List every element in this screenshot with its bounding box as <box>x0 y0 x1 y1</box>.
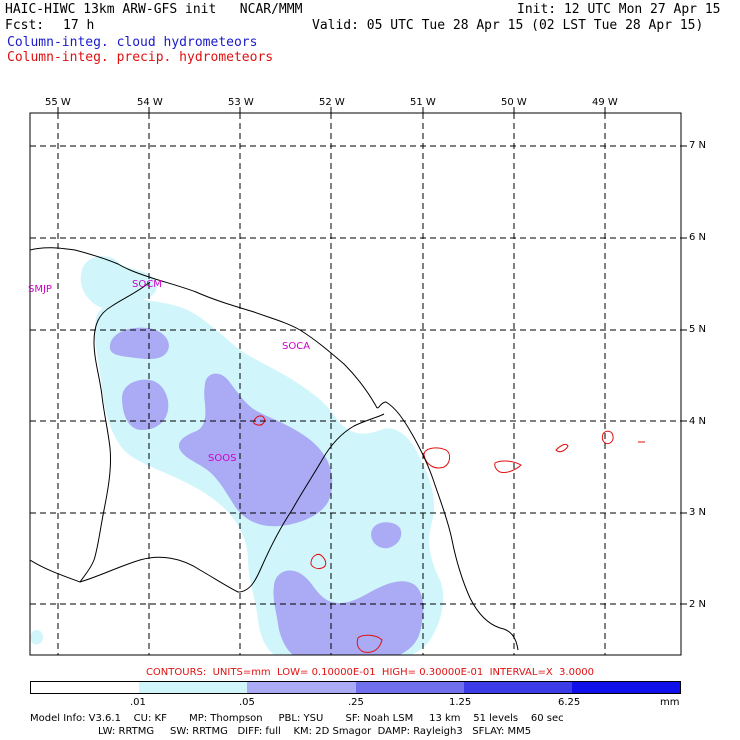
station-label-soca: SOCA <box>282 341 311 352</box>
model-info-line1: Model Info: V3.6.1 CU: KF MP: Thompson P… <box>30 713 564 724</box>
longitude-label: 52 W <box>319 97 345 108</box>
latitude-label: 6 N <box>689 232 707 243</box>
latitude-label: 3 N <box>689 507 707 518</box>
axis-ticks <box>57 107 687 605</box>
colorbar-label: 6.25 <box>558 697 581 708</box>
longitude-label: 50 W <box>501 97 527 108</box>
colorbar-units: mm <box>660 697 680 708</box>
latitude-label: 4 N <box>689 416 707 427</box>
longitude-label: 53 W <box>228 97 254 108</box>
colorbar-segment <box>139 682 248 693</box>
contours-info: CONTOURS: UNITS=mm LOW= 0.10000E-01 HIGH… <box>145 667 595 678</box>
longitude-label: 55 W <box>45 97 71 108</box>
colorbar-label: 1.25 <box>449 697 472 708</box>
colorbar-label: .05 <box>239 697 255 708</box>
legend-precip-hydrometeors: Column-integ. precip. hydrometeors <box>7 50 274 65</box>
longitude-label: 54 W <box>137 97 163 108</box>
colorbar-label: .01 <box>130 697 146 708</box>
lat-lon-grid <box>30 113 681 655</box>
latitude-label: 7 N <box>689 140 707 151</box>
precip-contours <box>253 415 645 653</box>
colorbar-segment <box>355 682 464 693</box>
model-info-line2: LW: RRTMG SW: RRTMG DIFF: full KM: 2D Sm… <box>98 726 532 737</box>
colorbar-segment <box>463 682 572 693</box>
longitude-label: 49 W <box>592 97 618 108</box>
forecast-hour: 17 h <box>63 18 95 33</box>
legend-cloud-hydrometeors: Column-integ. cloud hydrometeors <box>7 35 258 50</box>
model-title: HAIC-HIWC 13km ARW-GFS init NCAR/MMM <box>5 2 303 17</box>
colorbar-segment <box>571 682 681 693</box>
init-time: Init: 12 UTC Mon 27 Apr 15 <box>517 2 721 17</box>
coastline <box>30 247 519 651</box>
latitude-label: 5 N <box>689 324 707 335</box>
longitude-label: 51 W <box>410 97 436 108</box>
colorbar <box>30 681 681 694</box>
valid-time: Valid: 05 UTC Tue 28 Apr 15 (02 LST Tue … <box>312 18 704 33</box>
colorbar-label: .25 <box>348 697 364 708</box>
station-label-socm: SOCM <box>132 279 162 290</box>
station-label-smjp: SMJP <box>28 284 52 295</box>
cloud-field-medium <box>109 327 424 655</box>
forecast-label: Fcst: <box>5 18 45 33</box>
colorbar-segment <box>31 682 140 693</box>
station-label-soos: SOOS <box>208 453 237 464</box>
colorbar-segment <box>247 682 356 693</box>
latitude-label: 2 N <box>689 599 707 610</box>
